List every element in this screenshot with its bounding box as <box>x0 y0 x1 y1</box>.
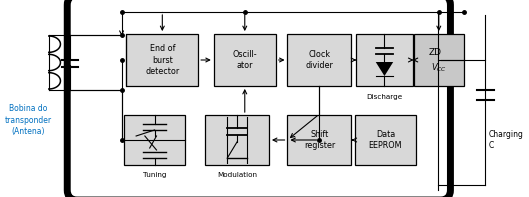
Text: Charging
C: Charging C <box>488 130 523 150</box>
Text: Data
EEPROM: Data EEPROM <box>369 130 402 150</box>
Bar <box>414 34 464 86</box>
Text: Clock
divider: Clock divider <box>306 50 333 70</box>
Bar <box>124 115 185 165</box>
Bar <box>126 34 198 86</box>
Text: Shift
register: Shift register <box>304 130 335 150</box>
Bar <box>205 115 269 165</box>
Bar <box>287 115 351 165</box>
Text: Bobina do
transponder
(Antena): Bobina do transponder (Antena) <box>5 104 52 136</box>
Text: Oscill-
ator: Oscill- ator <box>232 50 257 70</box>
Bar <box>214 34 276 86</box>
Bar <box>355 115 415 165</box>
Text: Discharge: Discharge <box>367 94 403 100</box>
Bar <box>357 34 413 86</box>
Text: $V_{CC}$: $V_{CC}$ <box>431 62 447 74</box>
Bar <box>287 34 351 86</box>
Text: End of
burst
detector: End of burst detector <box>145 44 179 76</box>
Text: Modulation: Modulation <box>217 172 257 178</box>
Polygon shape <box>376 62 393 76</box>
Text: Tuning: Tuning <box>143 172 166 178</box>
FancyBboxPatch shape <box>67 0 450 197</box>
Text: ZD: ZD <box>428 47 441 57</box>
